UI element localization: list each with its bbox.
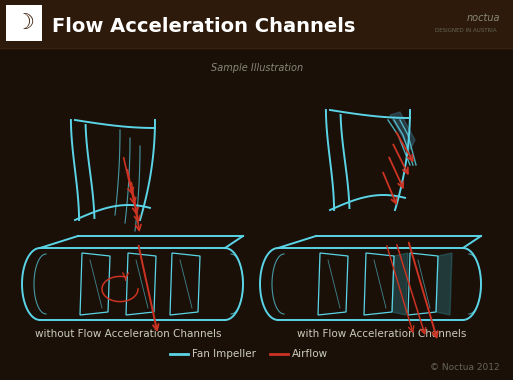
Text: Sample Illustration: Sample Illustration	[211, 63, 303, 73]
Text: Airflow: Airflow	[292, 349, 328, 359]
Text: noctua: noctua	[466, 13, 500, 23]
Text: © Noctua 2012: © Noctua 2012	[430, 364, 500, 372]
Text: Fan Impeller: Fan Impeller	[192, 349, 256, 359]
Polygon shape	[390, 112, 415, 150]
Text: with Flow Acceleration Channels: with Flow Acceleration Channels	[298, 329, 467, 339]
Text: ☽: ☽	[14, 13, 34, 33]
Polygon shape	[436, 253, 452, 315]
Bar	[0, 0, 513, 48]
Text: DESIGNED IN AUSTRIA: DESIGNED IN AUSTRIA	[436, 27, 497, 33]
Text: without Flow Acceleration Channels: without Flow Acceleration Channels	[35, 329, 221, 339]
Polygon shape	[392, 253, 408, 315]
Bar	[6, 5, 42, 41]
Text: Flow Acceleration Channels: Flow Acceleration Channels	[52, 16, 356, 35]
